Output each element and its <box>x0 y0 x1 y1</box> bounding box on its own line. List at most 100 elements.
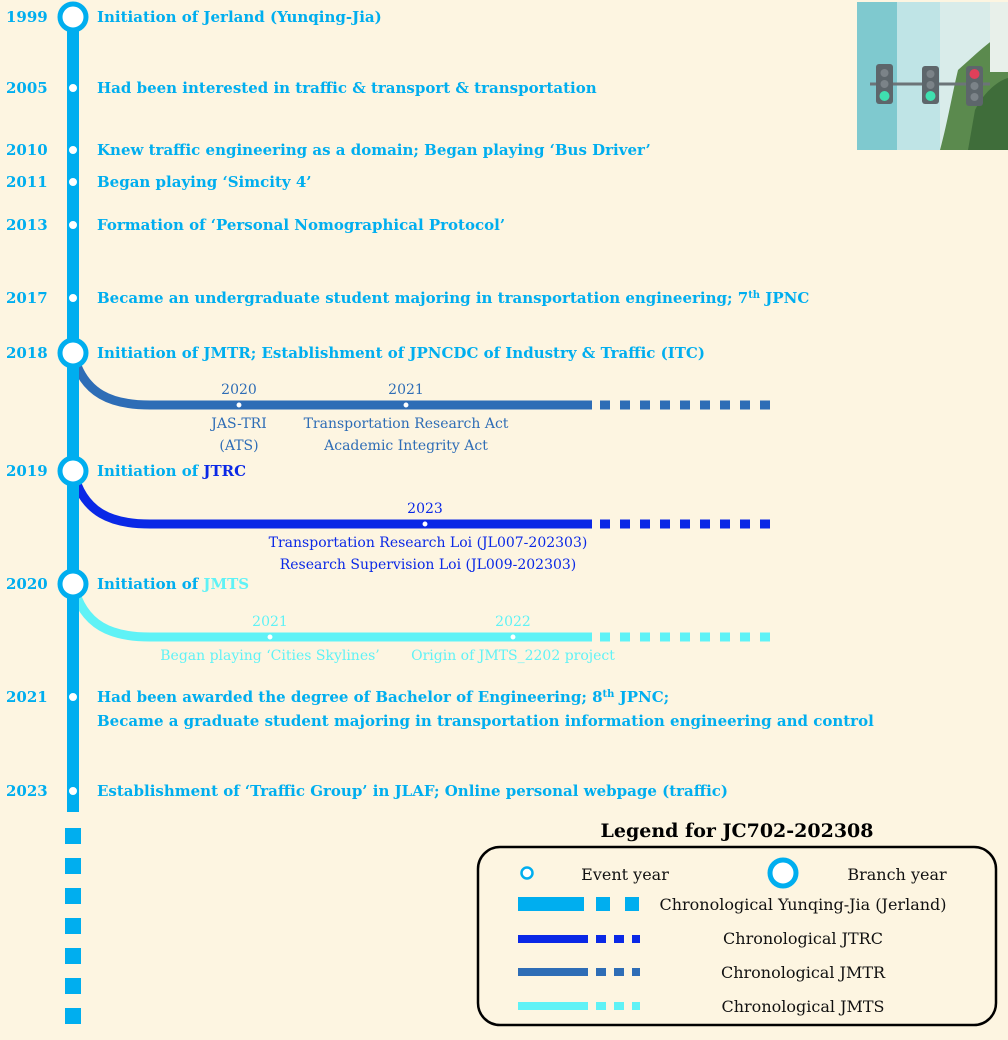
branch-dash <box>700 519 710 529</box>
legend-branch-year: Branch year <box>847 865 947 884</box>
branch-event-year: 2021 <box>252 614 288 630</box>
event-year-marker <box>520 866 534 880</box>
trunk-dash <box>65 828 81 844</box>
branch-dash <box>640 519 650 529</box>
trunk-dash <box>65 918 81 934</box>
branch-year-marker <box>57 337 89 369</box>
legend-item-main: Chronological Yunqing-Jia (Jerland) <box>659 895 946 914</box>
event-superscript: th <box>603 689 616 700</box>
branch-dash <box>660 632 670 642</box>
event-year: 2017 <box>6 289 48 307</box>
branch-event-marker <box>235 401 243 409</box>
event-year: 2005 <box>6 79 48 97</box>
branch-dash <box>680 400 690 410</box>
branch-event-text: Transportation Research Act <box>304 416 509 432</box>
branch-event-list: 2020 JAS-TRI (ATS) 2021 Transportation Resea… <box>160 382 615 664</box>
branch-dash <box>720 400 730 410</box>
event-year: 2013 <box>6 216 48 234</box>
event-highlight: JTRC <box>201 462 246 480</box>
branch-event-text: JAS-TRI <box>209 416 266 432</box>
branch-dash <box>740 400 750 410</box>
event-text: Began playing ‘Simcity 4’ <box>97 173 311 191</box>
branch-year-marker <box>57 455 89 487</box>
event-year: 2010 <box>6 141 48 159</box>
branch-dash <box>680 519 690 529</box>
branch-year-marker <box>767 857 799 889</box>
event-year: 2023 <box>6 782 48 800</box>
branch-event-text: Academic Integrity Act <box>323 438 488 454</box>
event-year-marker <box>67 785 79 797</box>
event-list: 1999 Initiation of Jerland (Yunqing-Jia) 2… <box>6 1 874 800</box>
event-year: 2018 <box>6 344 48 362</box>
branch-event-year: 2021 <box>388 382 424 398</box>
branch-dash <box>760 632 770 642</box>
trunk-dash <box>65 948 81 964</box>
event-text-line2: Became a graduate student majoring in tr… <box>97 712 874 730</box>
traffic-lights-icon <box>857 2 1008 150</box>
event-year-marker <box>67 144 79 156</box>
event-text: Initiation of JMTS <box>97 575 249 593</box>
main-trunk-dashes <box>65 828 81 1024</box>
event-superscript: th <box>748 290 761 301</box>
branch-event-text: Origin of JMTS_2202 project <box>411 648 615 664</box>
branch-event-marker <box>421 520 429 528</box>
event-text: Became an undergraduate student majoring… <box>97 289 809 307</box>
branch-dash <box>660 519 670 529</box>
event-text: Formation of ‘Personal Nomographical Pro… <box>97 216 505 234</box>
event-tail: JPNC <box>760 289 809 307</box>
branch-dash <box>640 400 650 410</box>
branch-dash <box>660 400 670 410</box>
branch-event-text: (ATS) <box>219 438 258 454</box>
event-year: 1999 <box>6 8 48 26</box>
branch-year-marker <box>57 568 89 600</box>
branch-event-text: Began playing ‘Cities Skylines’ <box>160 648 380 664</box>
branch-dash <box>620 632 630 642</box>
trunk-dash <box>65 888 81 904</box>
event-text: Initiation of JMTR; Establishment of JPN… <box>97 344 705 362</box>
event-year-marker <box>67 82 79 94</box>
event-text: Establishment of ‘Traffic Group’ in JLAF… <box>97 782 728 800</box>
branch-event-text: Research Supervision Loi (JL009-202303) <box>280 557 577 573</box>
event-text: Knew traffic engineering as a domain; Be… <box>97 141 651 159</box>
branch-year-marker <box>57 1 89 33</box>
legend-title: Legend for JC702-202308 <box>601 820 874 842</box>
event-text: Initiation of JTRC <box>97 462 246 480</box>
event-year-marker <box>67 292 79 304</box>
event-year: 2011 <box>6 173 48 191</box>
legend-item-jmtr: Chronological JMTR <box>721 963 886 982</box>
branch-dash <box>740 519 750 529</box>
branch-dash <box>720 519 730 529</box>
branch-event-text: Transportation Research Loi (JL007-20230… <box>269 535 588 551</box>
event-year-marker <box>67 691 79 703</box>
branch-event-marker <box>402 401 410 409</box>
legend-event-year: Event year <box>581 865 669 884</box>
legend-box <box>476 845 998 1027</box>
branch-dash <box>600 519 610 529</box>
legend-item-jtrc: Chronological JTRC <box>723 929 883 948</box>
branch-dash <box>720 632 730 642</box>
branch-dash <box>680 632 690 642</box>
branch-event-marker <box>509 633 517 641</box>
event-highlight: JMTS <box>201 575 249 593</box>
trunk-dash <box>65 858 81 874</box>
branch-event-year: 2022 <box>495 614 531 630</box>
branch-dash <box>620 519 630 529</box>
main-trunk-line <box>67 17 79 812</box>
event-text: Had been awarded the degree of Bachelor … <box>97 688 669 706</box>
trunk-dash <box>65 978 81 994</box>
branch-event-year: 2020 <box>221 382 257 398</box>
branch-dash <box>760 519 770 529</box>
event-year-marker <box>67 219 79 231</box>
trunk-dash <box>65 1008 81 1024</box>
branch-dash <box>740 632 750 642</box>
branch-event-marker <box>266 633 274 641</box>
event-year: 2020 <box>6 575 48 593</box>
event-text: Initiation of Jerland (Yunqing-Jia) <box>97 8 382 26</box>
event-text: Had been interested in traffic & transpo… <box>97 79 597 97</box>
branch-dash <box>620 400 630 410</box>
branch-dash <box>600 400 610 410</box>
event-year-marker <box>67 176 79 188</box>
legend: Legend for JC702-202308 Event year Branc… <box>476 820 998 1027</box>
branch-dash <box>700 632 710 642</box>
